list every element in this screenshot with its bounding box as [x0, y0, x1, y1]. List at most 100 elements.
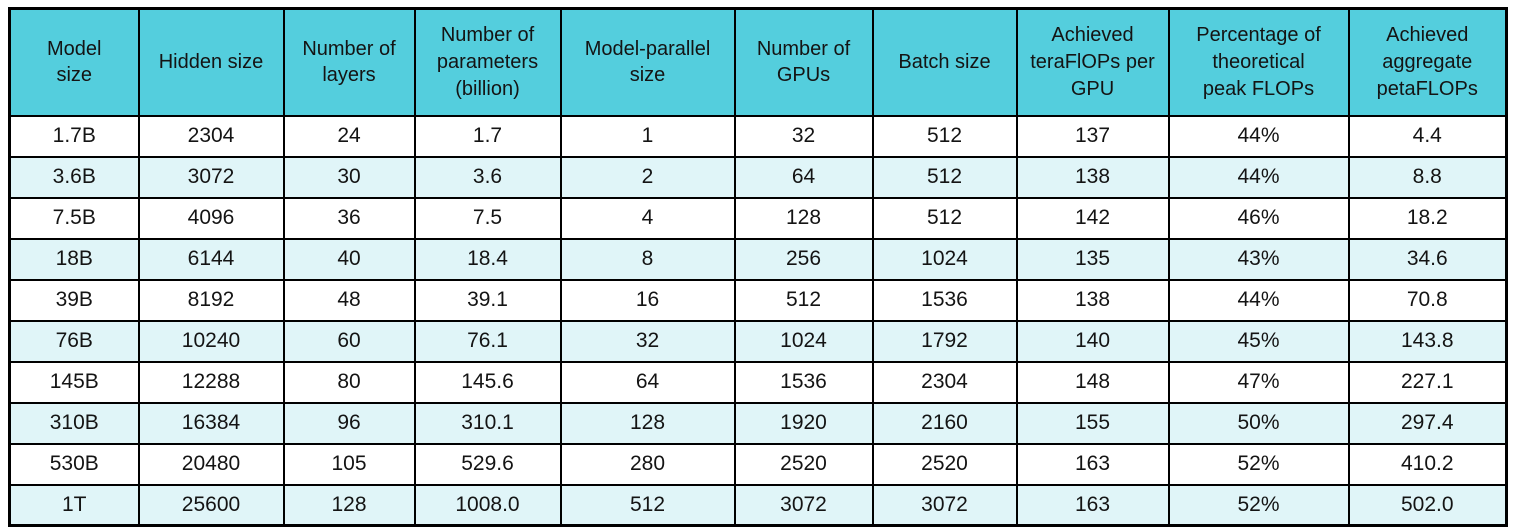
table-cell: 135 [1015, 237, 1170, 281]
table-cell: 36 [282, 196, 416, 240]
table-cell: 512 [733, 278, 874, 322]
table-cell: 128 [559, 401, 736, 445]
table-cell: 163 [1015, 483, 1170, 527]
table-cell: 137 [1015, 114, 1170, 158]
table-cell: 7.5B [8, 196, 140, 240]
column-header-6: Batch size [871, 7, 1018, 117]
table-row: 1.7B 2304 24 1.7 1 32 512 137 44% 4.4 [8, 114, 1508, 158]
table-cell: 32 [733, 114, 874, 158]
table-cell: 310B [8, 401, 140, 445]
table-cell: 44% [1167, 278, 1350, 322]
column-header-9: Achieved aggregate petaFLOPs [1347, 7, 1508, 117]
table-cell: 512 [559, 483, 736, 527]
table-cell: 1536 [871, 278, 1018, 322]
table-cell: 3072 [733, 483, 874, 527]
table-body: 1.7B 2304 24 1.7 1 32 512 137 44% 4.4 3.6B 3072 30 3.… [8, 114, 1508, 527]
table-cell: 2520 [871, 442, 1018, 486]
table-cell: 140 [1015, 319, 1170, 363]
table-cell: 12288 [137, 360, 285, 404]
column-header-2: Number of layers [282, 7, 416, 117]
table-cell: 34.6 [1347, 237, 1508, 281]
table-cell: 6144 [137, 237, 285, 281]
table-cell: 8192 [137, 278, 285, 322]
table-cell: 16384 [137, 401, 285, 445]
table-cell: 2520 [733, 442, 874, 486]
table-cell: 128 [733, 196, 874, 240]
table-cell: 45% [1167, 319, 1350, 363]
table-cell: 1T [8, 483, 140, 527]
table-cell: 143.8 [1347, 319, 1508, 363]
table-cell: 64 [559, 360, 736, 404]
table-cell: 46% [1167, 196, 1350, 240]
table-cell: 40 [282, 237, 416, 281]
table-cell: 4.4 [1347, 114, 1508, 158]
table-cell: 39.1 [413, 278, 562, 322]
table-cell: 1920 [733, 401, 874, 445]
table-cell: 50% [1167, 401, 1350, 445]
table-cell: 512 [871, 155, 1018, 199]
model-scaling-table-container: Model size Hidden size Number of layers Num… [8, 7, 1508, 527]
table-cell: 145.6 [413, 360, 562, 404]
column-header-8: Percentage of theoretical peak FLOPs [1167, 7, 1350, 117]
table-cell: 7.5 [413, 196, 562, 240]
table-cell: 47% [1167, 360, 1350, 404]
table-header: Model size Hidden size Number of layers Num… [8, 7, 1508, 117]
table-cell: 25600 [137, 483, 285, 527]
table-cell: 105 [282, 442, 416, 486]
table-cell: 1.7B [8, 114, 140, 158]
table-cell: 310.1 [413, 401, 562, 445]
table-cell: 76B [8, 319, 140, 363]
table-cell: 4096 [137, 196, 285, 240]
table-cell: 3072 [871, 483, 1018, 527]
table-cell: 163 [1015, 442, 1170, 486]
table-cell: 70.8 [1347, 278, 1508, 322]
table-row: 1T 25600 128 1008.0 512 3072 3072 163 52% 502.0 [8, 483, 1508, 527]
table-cell: 44% [1167, 155, 1350, 199]
table-row: 145B 12288 80 145.6 64 1536 2304 148 47% 227.1 [8, 360, 1508, 404]
table-cell: 1008.0 [413, 483, 562, 527]
table-cell: 138 [1015, 278, 1170, 322]
table-cell: 24 [282, 114, 416, 158]
table-cell: 3072 [137, 155, 285, 199]
table-cell: 52% [1167, 483, 1350, 527]
table-row: 310B 16384 96 310.1 128 1920 2160 155 50% 297.4 [8, 401, 1508, 445]
table-cell: 48 [282, 278, 416, 322]
table-cell: 227.1 [1347, 360, 1508, 404]
table-row: 7.5B 4096 36 7.5 4 128 512 142 46% 18.2 [8, 196, 1508, 240]
table-cell: 145B [8, 360, 140, 404]
table-cell: 1792 [871, 319, 1018, 363]
table-cell: 8 [559, 237, 736, 281]
table-cell: 16 [559, 278, 736, 322]
table-cell: 530B [8, 442, 140, 486]
table-cell: 502.0 [1347, 483, 1508, 527]
model-scaling-table: Model size Hidden size Number of layers Num… [8, 7, 1508, 527]
table-cell: 44% [1167, 114, 1350, 158]
table-row: 18B 6144 40 18.4 8 256 1024 135 43% 34.6 [8, 237, 1508, 281]
table-cell: 96 [282, 401, 416, 445]
table-cell: 529.6 [413, 442, 562, 486]
table-cell: 18B [8, 237, 140, 281]
table-cell: 3.6B [8, 155, 140, 199]
column-header-7: Achieved teraFlOPs per GPU [1015, 7, 1170, 117]
table-cell: 1024 [733, 319, 874, 363]
table-cell: 138 [1015, 155, 1170, 199]
table-cell: 1 [559, 114, 736, 158]
column-header-3: Number of parameters (billion) [413, 7, 562, 117]
table-row: 39B 8192 48 39.1 16 512 1536 138 44% 70.8 [8, 278, 1508, 322]
table-cell: 32 [559, 319, 736, 363]
table-cell: 80 [282, 360, 416, 404]
column-header-1: Hidden size [137, 7, 285, 117]
table-row: 76B 10240 60 76.1 32 1024 1792 140 45% 143.8 [8, 319, 1508, 363]
table-cell: 155 [1015, 401, 1170, 445]
table-cell: 4 [559, 196, 736, 240]
table-cell: 20480 [137, 442, 285, 486]
column-header-5: Number of GPUs [733, 7, 874, 117]
table-cell: 8.8 [1347, 155, 1508, 199]
table-cell: 280 [559, 442, 736, 486]
table-row: 3.6B 3072 30 3.6 2 64 512 138 44% 8.8 [8, 155, 1508, 199]
column-header-4: Model-parallel size [559, 7, 736, 117]
table-cell: 410.2 [1347, 442, 1508, 486]
table-cell: 18.2 [1347, 196, 1508, 240]
table-row: 530B 20480 105 529.6 280 2520 2520 163 52% 410.2 [8, 442, 1508, 486]
table-cell: 512 [871, 196, 1018, 240]
